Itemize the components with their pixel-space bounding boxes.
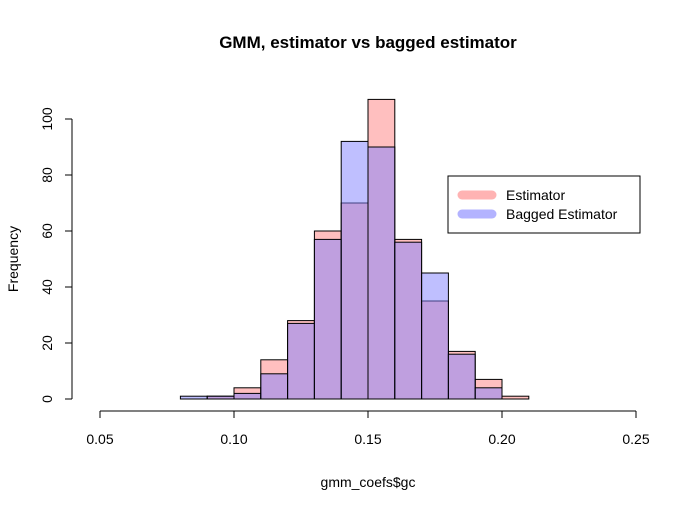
y-tick-label-0: 0 — [39, 395, 55, 403]
legend-label-estimator: Estimator — [506, 187, 565, 203]
y-tick-label-1: 20 — [39, 335, 55, 351]
chart-title: GMM, estimator vs bagged estimator — [219, 33, 517, 52]
x-axis: 0.05 0.10 0.15 0.20 0.25 — [86, 410, 650, 447]
x-tick-label-4: 0.25 — [622, 431, 649, 447]
y-axis: 0 20 40 60 80 100 — [39, 107, 73, 403]
bar-bagged-estimator-3 — [260, 373, 289, 400]
bar-bagged-estimator-7 — [367, 146, 396, 400]
bar-bagged-estimator-10 — [447, 353, 476, 400]
bar-bagged-estimator-0 — [179, 395, 208, 400]
bar-bagged-estimator-11 — [474, 387, 503, 400]
x-tick-label-0: 0.05 — [86, 431, 113, 447]
legend-label-bagged-estimator: Bagged Estimator — [506, 206, 618, 222]
x-tick-label-1: 0.10 — [220, 431, 247, 447]
y-tick-label-4: 80 — [39, 167, 55, 183]
bar-bagged-estimator-8 — [394, 241, 423, 400]
bar-bagged-estimator-4 — [287, 322, 315, 400]
bars-group — [179, 98, 530, 400]
bar-estimator-12 — [501, 395, 530, 400]
y-axis-label: Frequency — [5, 226, 21, 292]
bar-bagged-estimator-6 — [340, 140, 369, 400]
legend-box — [447, 175, 641, 234]
y-tick-label-3: 60 — [39, 223, 55, 239]
y-tick-label-2: 40 — [39, 279, 55, 295]
x-tick-label-3: 0.20 — [488, 431, 515, 447]
bar-bagged-estimator-1 — [206, 395, 235, 400]
y-tick-label-5: 100 — [39, 107, 55, 131]
bar-bagged-estimator-5 — [313, 238, 342, 400]
x-axis-label: gmm_coefs$gc — [321, 474, 416, 490]
bar-bagged-estimator-2 — [233, 392, 262, 400]
x-tick-label-2: 0.15 — [354, 431, 381, 447]
legend: Estimator Bagged Estimator — [447, 175, 641, 234]
bar-bagged-estimator-9 — [421, 272, 449, 400]
